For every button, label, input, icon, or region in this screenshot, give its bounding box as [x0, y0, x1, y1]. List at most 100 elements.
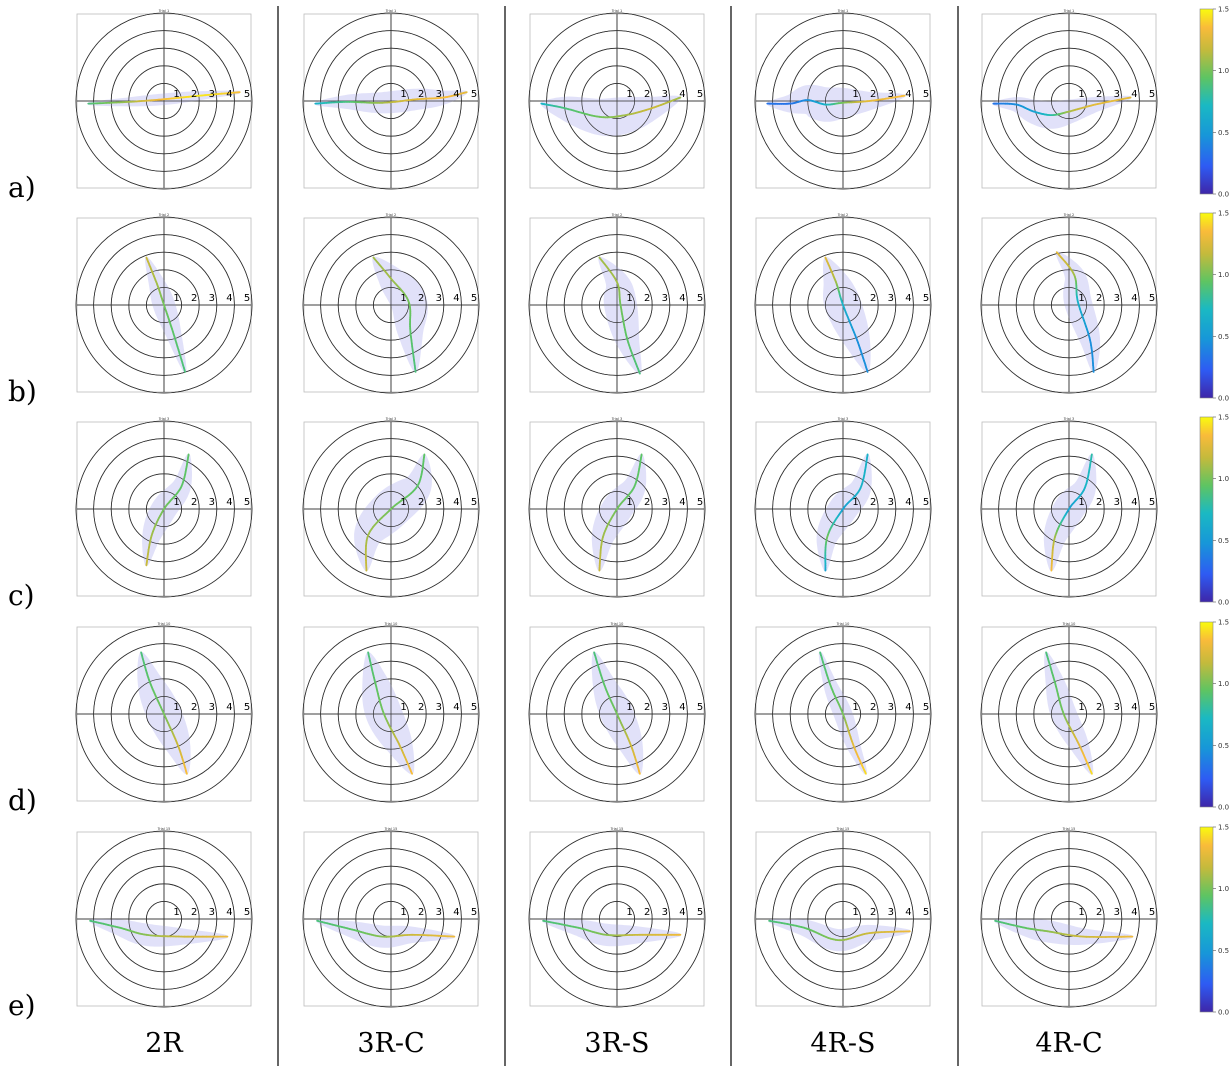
trajectory-envelope: [598, 256, 642, 375]
trial-title: Trial 2: [611, 213, 623, 217]
radial-tick-label: 3: [662, 89, 668, 100]
radial-tick-label: 2: [191, 907, 197, 918]
colorbar-tick-label: 0.0: [1218, 1009, 1229, 1017]
trajectory-envelope: [372, 256, 428, 373]
colorbar-tick-label: 0.0: [1218, 395, 1229, 403]
radial-tick-label: 2: [191, 89, 197, 100]
polar-panel: Trial 15 1 2 3 4 5: [980, 827, 1158, 1008]
radial-tick-label: 2: [418, 89, 424, 100]
column-label: 4R-C: [1035, 1028, 1102, 1059]
radial-tick-label: 3: [436, 497, 442, 508]
radial-tick-label: 1: [1078, 293, 1084, 304]
radial-tick-label: 5: [697, 907, 703, 918]
colorbar-tick-label: 1.0: [1218, 680, 1229, 688]
radial-tick-label: 3: [436, 907, 442, 918]
radial-tick-label: 3: [209, 497, 215, 508]
radial-tick-label: 2: [870, 907, 876, 918]
trial-title: Trial 3: [158, 417, 170, 421]
trajectory-envelope: [316, 919, 455, 948]
radial-tick-label: 5: [697, 89, 703, 100]
polar-panel: Trial 15 1 2 3 4 5: [528, 827, 706, 1008]
radial-tick-label: 2: [1096, 907, 1102, 918]
polar-ring: [980, 420, 1158, 598]
radial-tick-label: 3: [662, 702, 668, 713]
radial-tick-label: 2: [870, 293, 876, 304]
polar-panel: Trial 1 1 2 3 4 5: [754, 9, 932, 190]
radial-tick-label: 2: [644, 907, 650, 918]
radial-tick-label: 4: [453, 89, 459, 100]
polar-ring: [302, 420, 480, 598]
radial-tick-label: 4: [1131, 497, 1137, 508]
radial-tick-label: 5: [1149, 907, 1155, 918]
row-label: b): [8, 375, 37, 408]
polar-panel: Trial 10 1 2 3 4 5: [980, 622, 1158, 803]
polar-ring: [754, 420, 932, 598]
radial-tick-label: 1: [400, 293, 406, 304]
radial-tick-label: 1: [626, 907, 632, 918]
radial-tick-label: 5: [923, 497, 929, 508]
column-label: 2R: [145, 1028, 183, 1059]
trajectory-envelope: [768, 918, 910, 952]
radial-tick-label: 5: [244, 907, 250, 918]
radial-tick-label: 3: [662, 497, 668, 508]
radial-tick-label: 5: [471, 497, 477, 508]
radial-tick-label: 1: [626, 293, 632, 304]
radial-tick-label: 4: [905, 293, 911, 304]
colorbar-gradient: [1199, 826, 1214, 1013]
polar-ring: [754, 830, 932, 1008]
radial-tick-label: 1: [626, 497, 632, 508]
trajectory-envelope: [89, 918, 228, 947]
row-label: d): [8, 784, 37, 817]
polar-ring: [528, 420, 706, 598]
radial-tick-label: 4: [679, 89, 685, 100]
radial-tick-label: 3: [888, 497, 894, 508]
radial-tick-label: 4: [453, 907, 459, 918]
trial-title: Trial 15: [384, 827, 398, 831]
polar-panel: Trial 15 1 2 3 4 5: [302, 827, 480, 1008]
polar-ring: [75, 830, 253, 1008]
polar-ring: [980, 625, 1158, 803]
colorbar-tick-label: 0.5: [1218, 947, 1229, 955]
radial-tick-label: 1: [1078, 497, 1084, 508]
trial-title: Trial 1: [1063, 9, 1075, 13]
trial-title: Trial 2: [385, 213, 397, 217]
polar-panel: Trial 1 1 2 3 4 5: [75, 9, 253, 190]
colorbar-gradient: [1199, 416, 1214, 603]
radial-tick-label: 1: [1078, 907, 1084, 918]
radial-tick-label: 2: [644, 89, 650, 100]
trial-title: Trial 1: [611, 9, 623, 13]
radial-tick-label: 5: [471, 293, 477, 304]
colorbar: 0.0 0.5 1.0 1.5: [1199, 414, 1229, 607]
trajectory-segment: [1090, 771, 1093, 775]
radial-tick-label: 4: [905, 497, 911, 508]
colorbar-gradient: [1199, 212, 1214, 399]
polar-ring: [754, 625, 932, 803]
polar-ring: [302, 12, 480, 190]
trial-title: Trial 15: [836, 827, 850, 831]
polar-panel: Trial 2 1 2 3 4 5: [302, 213, 480, 394]
polar-ring: [528, 12, 706, 190]
radial-tick-label: 4: [679, 907, 685, 918]
trial-title: Trial 10: [384, 622, 398, 626]
radial-tick-label: 2: [870, 702, 876, 713]
radial-tick-label: 1: [173, 702, 179, 713]
trajectory-segment: [410, 771, 414, 775]
radial-tick-label: 4: [1131, 293, 1137, 304]
radial-tick-label: 2: [870, 89, 876, 100]
colorbar-tick-label: 1.5: [1218, 210, 1229, 218]
colorbar-gradient: [1199, 621, 1214, 808]
radial-tick-label: 2: [418, 702, 424, 713]
radial-tick-label: 3: [888, 89, 894, 100]
polar-panel: Trial 15 1 2 3 4 5: [754, 827, 932, 1008]
radial-tick-label: 2: [418, 293, 424, 304]
trial-title: Trial 1: [158, 9, 170, 13]
radial-tick-label: 2: [418, 497, 424, 508]
column-labels: 2R 3R-C 3R-S 4R-S 4R-C: [145, 1028, 1102, 1059]
colorbar-tick-label: 1.0: [1218, 475, 1229, 483]
trajectory-segment: [638, 371, 641, 375]
column-dividers: [277, 6, 959, 1066]
polar-panel: Trial 15 1 2 3 4 5: [75, 827, 253, 1008]
radial-tick-label: 5: [923, 907, 929, 918]
colorbar-tick-label: 1.0: [1218, 271, 1229, 279]
radial-tick-label: 3: [1114, 907, 1120, 918]
